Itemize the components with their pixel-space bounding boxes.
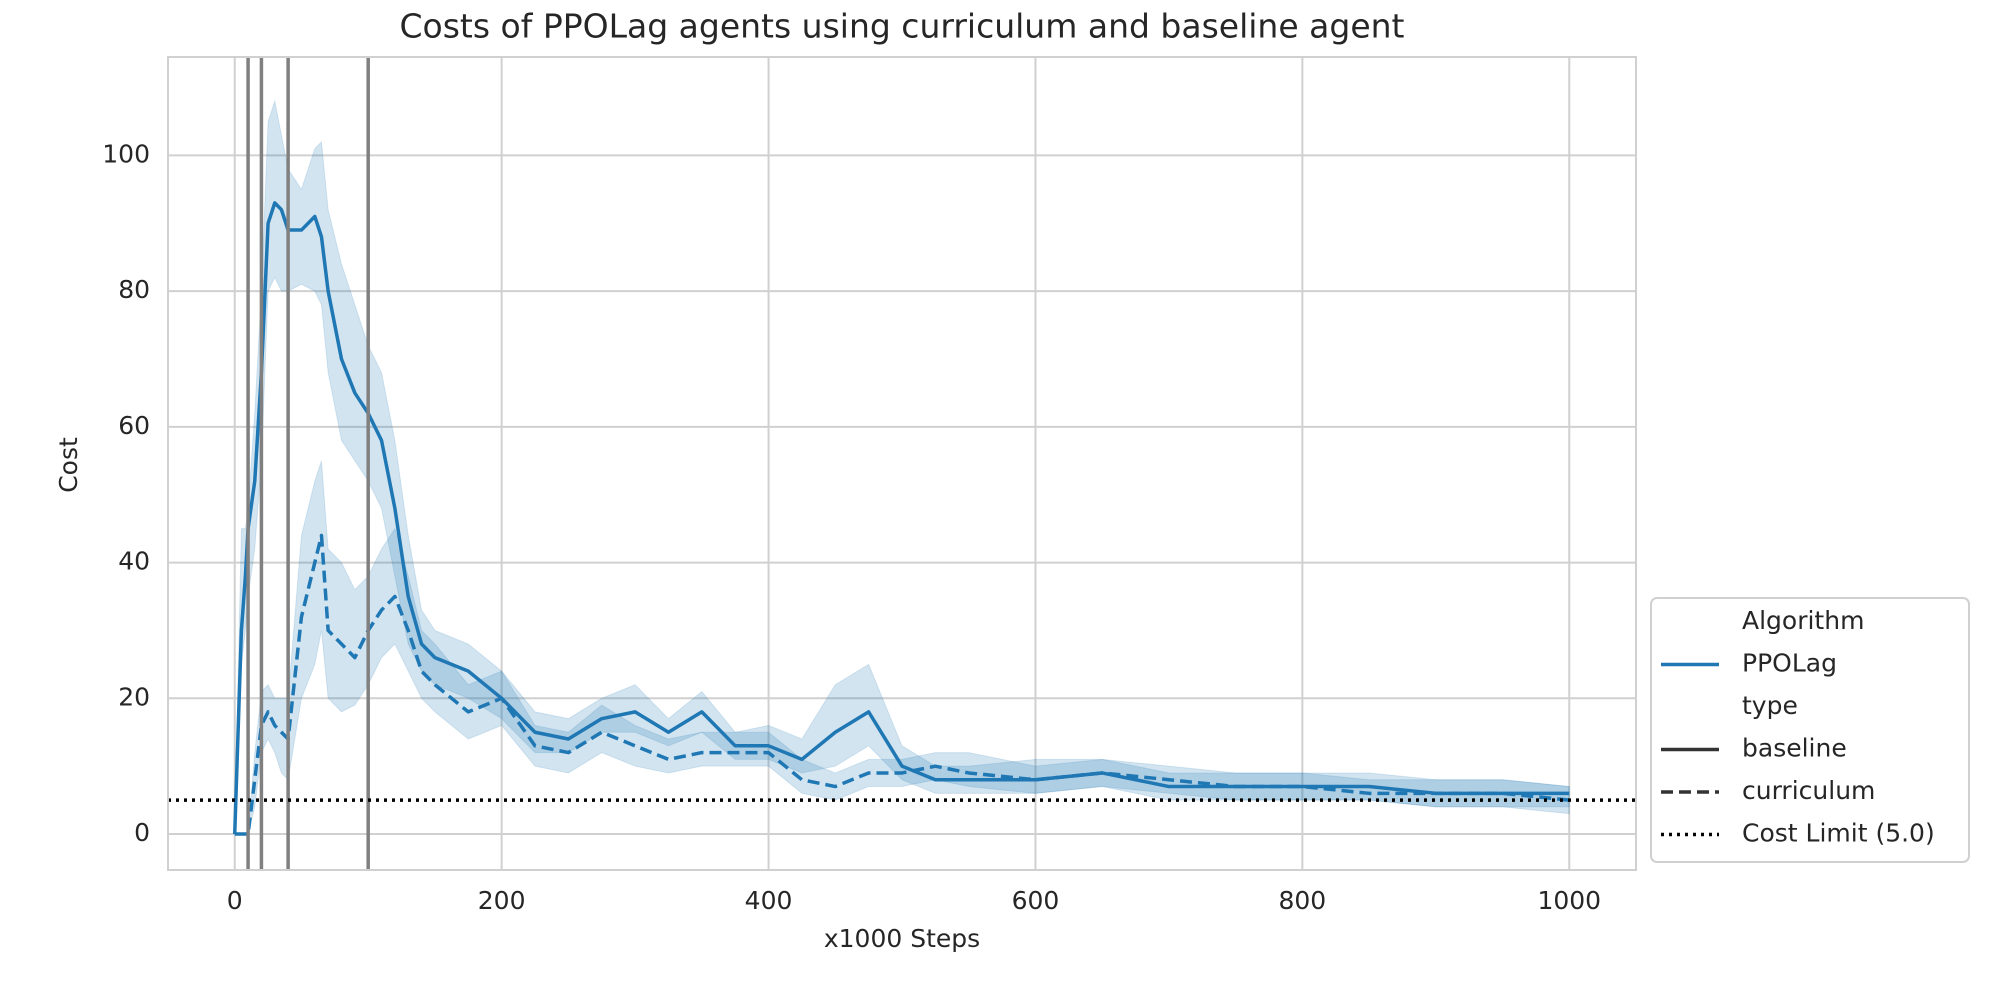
x-tick-label: 400 [745,886,793,915]
line [234,533,1570,836]
legend-label: baseline [1742,734,1847,763]
x-tick-label: 600 [1012,886,1060,915]
legend-label: Cost Limit (5.0) [1742,819,1935,848]
y-tick-label: 60 [118,411,150,440]
legend-box [1650,597,1970,863]
legend-label: Algorithm [1742,606,1864,635]
x-tick-label: 0 [227,886,243,915]
legend-label: PPOLag [1742,649,1837,678]
y-tick-label: 80 [118,275,150,304]
x-axis-label: x1000 Steps [824,924,980,953]
confidence-band [234,99,1570,835]
x-tick-label: 800 [1279,886,1327,915]
y-tick-label: 40 [118,547,150,576]
y-tick-label: 0 [134,818,150,847]
x-tick-label: 1000 [1537,886,1601,915]
legend-label: type [1742,691,1798,720]
y-tick-label: 20 [118,682,150,711]
legend-label: curriculum [1742,776,1875,805]
y-tick-label: 100 [102,139,150,168]
y-axis-label: Cost [54,437,83,493]
x-tick-label: 200 [478,886,526,915]
chart-title: Costs of PPOLag agents using curriculum … [400,7,1405,46]
plot-frame [167,56,1637,871]
